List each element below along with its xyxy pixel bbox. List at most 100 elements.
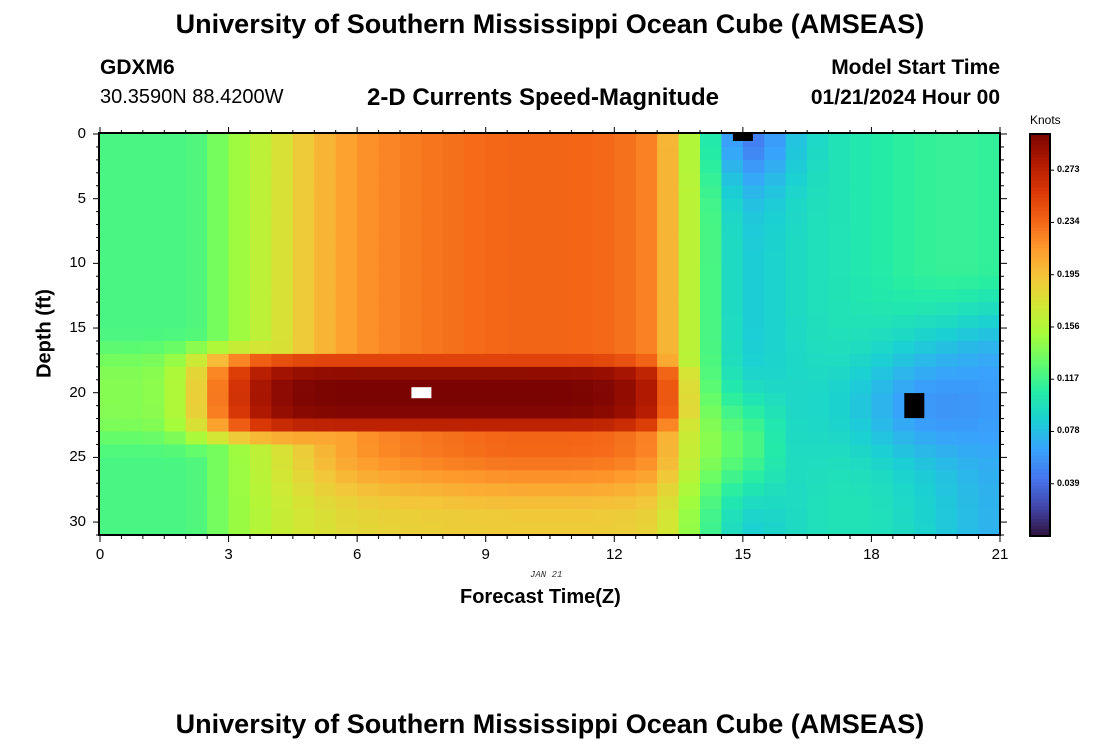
colorbar-swatch — [1030, 435, 1050, 440]
heatmap-cell — [271, 211, 294, 226]
heatmap-cell — [614, 366, 637, 381]
heatmap-cell — [721, 418, 744, 433]
heatmap-cell — [228, 353, 251, 368]
heatmap-cell — [935, 457, 958, 471]
heatmap-cell — [485, 198, 508, 213]
heatmap-cell — [185, 159, 208, 174]
colorbar-swatch — [1030, 284, 1050, 289]
heatmap-cell — [571, 405, 594, 420]
heatmap-cell — [850, 522, 873, 536]
heatmap-cell — [378, 431, 401, 446]
y-tick-label: 30 — [69, 513, 86, 531]
heatmap-cell — [485, 172, 508, 187]
heatmap-cell — [828, 496, 851, 510]
heatmap-cell — [528, 470, 551, 484]
heatmap-cell — [828, 211, 851, 226]
heatmap-cell — [678, 263, 701, 277]
heatmap-cell — [100, 431, 123, 446]
heatmap-cell — [571, 379, 594, 394]
heatmap-cell — [100, 315, 123, 329]
heatmap-cell — [357, 353, 380, 368]
heatmap-cell — [828, 224, 851, 239]
heatmap-cell — [571, 315, 594, 329]
colorbar-swatch — [1030, 341, 1050, 346]
colorbar-swatch — [1030, 204, 1050, 209]
colorbar-swatch — [1030, 495, 1050, 500]
heatmap-cell — [485, 289, 508, 303]
heatmap-cell — [785, 340, 808, 355]
heatmap-cell — [657, 509, 680, 523]
heatmap-cell — [185, 276, 208, 290]
heatmap-cell — [614, 134, 637, 148]
heatmap-cell — [314, 289, 337, 303]
heatmap-cell — [164, 263, 187, 277]
heatmap-cell — [742, 353, 765, 368]
heatmap-cell — [250, 431, 273, 446]
heatmap-cell — [978, 134, 1001, 148]
heatmap-cell — [142, 172, 165, 187]
colorbar-swatch — [1030, 241, 1050, 246]
heatmap-cell — [892, 289, 915, 303]
heatmap-cell — [700, 289, 723, 303]
heatmap-cell — [742, 470, 765, 484]
colorbar-swatch — [1030, 465, 1050, 470]
heatmap-cell — [250, 146, 273, 161]
colorbar-tick-label: 0.156 — [1057, 320, 1080, 331]
heatmap-cell — [764, 379, 787, 394]
heatmap-cell — [442, 496, 465, 510]
heatmap-cell — [164, 289, 187, 303]
y-tick-label: 15 — [69, 319, 86, 337]
heatmap-cell — [785, 211, 808, 226]
heatmap-cell — [935, 340, 958, 355]
colorbar-swatch — [1030, 311, 1050, 316]
heatmap-cell — [485, 185, 508, 200]
heatmap-cell — [764, 315, 787, 329]
colorbar-swatch — [1030, 321, 1050, 326]
colorbar-swatch — [1030, 438, 1050, 443]
heatmap-cell — [657, 340, 680, 355]
heatmap-cell — [250, 172, 273, 187]
heatmap-cell — [592, 340, 615, 355]
heatmap-cell — [292, 237, 315, 252]
heatmap-cell — [292, 263, 315, 277]
heatmap-cell — [528, 134, 551, 148]
heatmap-cell — [485, 418, 508, 433]
heatmap-cell — [742, 328, 765, 342]
heatmap-cell — [400, 250, 423, 264]
heatmap-cell — [635, 172, 658, 187]
colorbar-swatch — [1030, 408, 1050, 413]
heatmap-cell — [764, 250, 787, 264]
heatmap-cell — [485, 302, 508, 316]
heatmap-cell — [657, 315, 680, 329]
heatmap-cell — [850, 509, 873, 523]
heatmap-cell — [764, 496, 787, 510]
heatmap-cell — [528, 289, 551, 303]
heatmap-cell — [550, 302, 573, 316]
heatmap-cell — [507, 392, 530, 407]
heatmap-cell — [421, 289, 444, 303]
heatmap-cell — [935, 134, 958, 148]
heatmap-cell — [421, 340, 444, 355]
heatmap-cell — [978, 289, 1001, 303]
heatmap-cell — [142, 496, 165, 510]
heatmap-cell — [250, 353, 273, 368]
heatmap-cell — [828, 379, 851, 394]
heatmap-cell — [742, 366, 765, 381]
heatmap-cell — [357, 276, 380, 290]
heatmap-cell — [592, 172, 615, 187]
colorbar-swatch — [1030, 160, 1050, 165]
heatmap-cell — [357, 198, 380, 213]
colorbar-swatch — [1030, 512, 1050, 517]
heatmap-cell — [100, 198, 123, 213]
heatmap-cell — [764, 522, 787, 536]
heatmap-cell — [742, 276, 765, 290]
heatmap-cell — [957, 457, 980, 471]
colorbar-swatch — [1030, 455, 1050, 460]
heatmap-cell — [807, 276, 830, 290]
colorbar-swatch — [1030, 391, 1050, 396]
heatmap-cell — [935, 198, 958, 213]
heatmap-cell — [785, 353, 808, 368]
model-start-value: 01/21/2024 Hour 00 — [810, 86, 1000, 109]
heatmap-cell — [207, 198, 230, 213]
heatmap-cell — [550, 289, 573, 303]
